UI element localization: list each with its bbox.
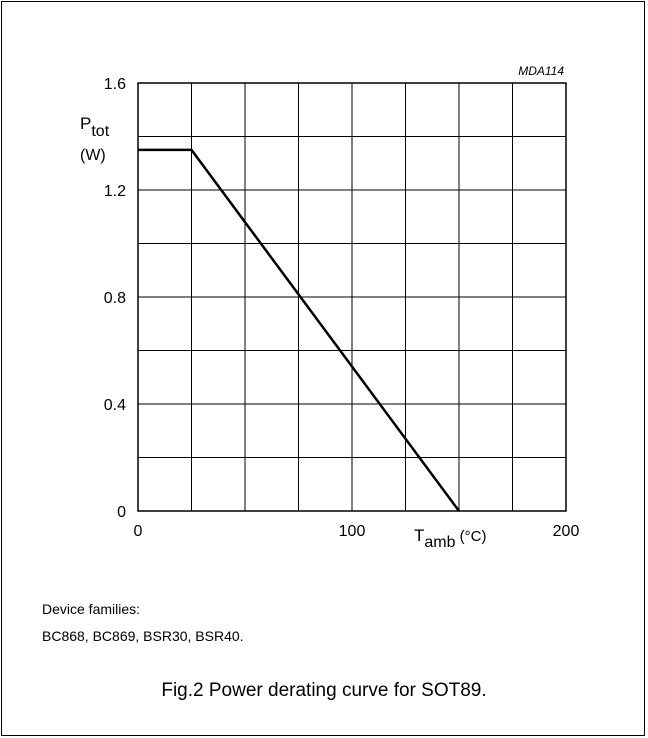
chart-series: [138, 148, 461, 512]
x-axis-label: Tamb (°C): [414, 526, 487, 551]
figure-caption: Fig.2 Power derating curve for SOT89.: [161, 680, 487, 701]
device-notes: Device families: BC868, BC869, BSR30, BS…: [42, 596, 244, 650]
figure-code: MDA114: [518, 64, 564, 78]
y-tick-label: 0.4: [104, 397, 126, 414]
y-tick-label: 0.8: [104, 290, 126, 307]
x-tick-label: 0: [134, 523, 143, 540]
device-families-list: BC868, BC869, BSR30, BSR40.: [42, 628, 244, 644]
plot-border: [137, 82, 567, 512]
chart-labels: 0 0.4 0.8 1.2 1.6 0 100 200 MDA114 Ptot (W) Tamb (°…: [80, 64, 579, 551]
y-axis-label: Ptot: [80, 114, 110, 140]
chart-grid: [137, 82, 567, 512]
y-axis-unit: (W): [80, 147, 106, 164]
derating-chart: 0 0.4 0.8 1.2 1.6 0 100 200 MDA114 Ptot (W) Tamb (°…: [80, 64, 579, 551]
y-tick-label: 1.2: [104, 183, 126, 200]
x-tick-label: 100: [339, 523, 366, 540]
y-tick-label: 0: [117, 504, 126, 521]
y-tick-label: 1.6: [104, 76, 126, 93]
x-tick-label: 200: [553, 523, 580, 540]
derating-curve: [138, 148, 461, 512]
device-families-label: Device families:: [42, 601, 141, 617]
